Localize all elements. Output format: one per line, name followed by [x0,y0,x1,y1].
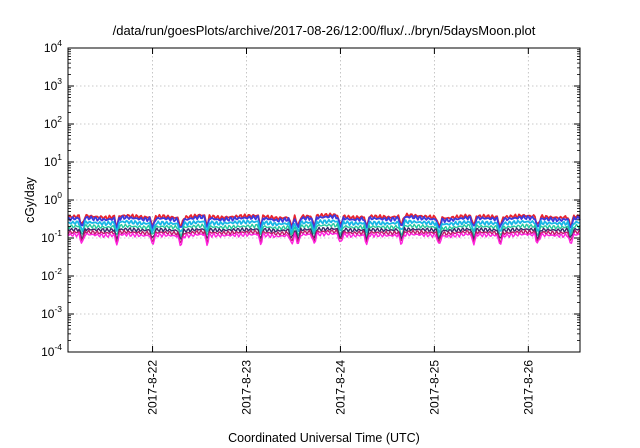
series-line [67,218,581,235]
y-tick-label: 100 [44,190,62,207]
x-axis: 2017-8-22 2017-8-23 2017-8-24 2017-8-25 2017… [146,48,535,415]
y-tick-label: 10-1 [41,228,62,245]
x-tick-label: 2017-8-26 [521,360,535,415]
x-tick-label: 2017-8-23 [239,360,253,415]
grid [68,48,580,352]
y-tick-label: 10-3 [41,304,62,321]
series-line [67,214,581,230]
series-line [67,226,581,242]
y-axis-label: cGy/day [23,176,37,223]
series-line [67,231,581,247]
y-tick-label: 102 [44,114,62,131]
y-tick-label: 104 [44,38,62,55]
y-axis: 10-4 10-3 10-2 10-1 100 101 102 103 104 [41,38,580,359]
y-tick-label: 101 [44,152,62,169]
y-tick-label: 103 [44,76,62,93]
series-line [67,222,581,240]
y-tick-label: 10-2 [41,266,62,283]
x-axis-label: Coordinated Universal Time (UTC) [228,431,420,445]
x-tick-label: 2017-8-24 [333,360,347,415]
x-tick-label: 2017-8-25 [427,360,441,415]
y-tick-label: 10-4 [41,342,62,359]
x-tick-label: 2017-8-22 [146,360,160,415]
plot-series [67,212,581,247]
chart-title: /data/run/goesPlots/archive/2017-08-26/1… [113,23,536,38]
